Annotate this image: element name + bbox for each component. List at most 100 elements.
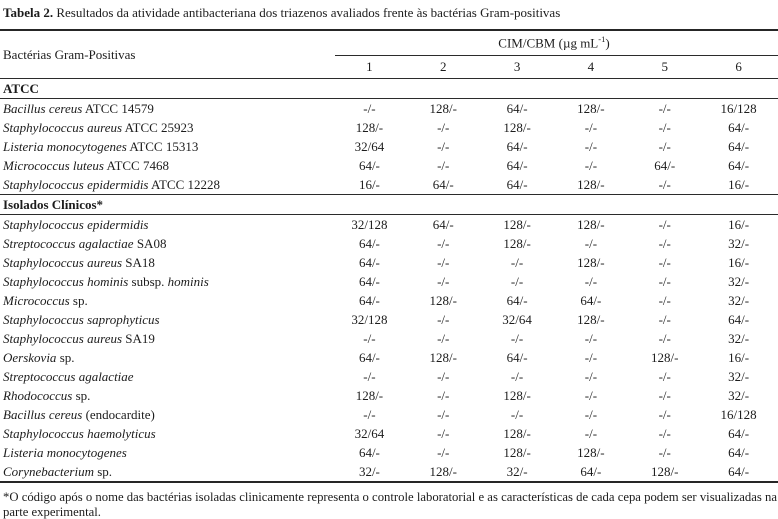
cim-cbm-value-cell: 32/64 [354,425,385,441]
cim-cbm-value-cell: 128/- [503,119,531,135]
cim-cbm-value-cell: -/- [584,349,598,365]
organism-name: Bacillus cereus ATCC 14579 [0,99,335,119]
organism-name: Streptococcus agalactiae SA08 [0,234,335,253]
table-row: Staphylococcus aureus ATCC 25923 128/- -/-… [0,118,778,137]
cim-cbm-value-cell: 64/- [728,311,750,327]
cim-cbm-value-cell: 32/64 [354,138,385,154]
cim-cbm-value-cell: 16/128 [720,100,757,116]
cim-cbm-value-cell: -/- [584,235,598,251]
organism-name-italic-segment: Staphylococcus aureus [3,119,123,135]
cim-cbm-value-cell: 64/- [506,176,528,192]
organism-name: Staphylococcus haemolyticus [0,424,335,443]
organism-name: Staphylococcus hominis subsp. hominis [0,272,335,291]
organism-name-italic-segment: Corynebacterium [3,463,94,479]
cim-cbm-value-cell: -/- [510,406,524,422]
organism-name: Staphylococcus epidermidis ATCC 12228 [0,175,335,195]
organism-name-roman-segment: subsp. [128,273,168,289]
organism-name-italic-segment: Staphylococcus hominis [3,273,129,289]
cim-cbm-value-cell: -/- [658,138,671,154]
cim-cbm-value-cell: 128/- [577,176,605,192]
group-header-prefix: CIM/CBM (µg mL [498,35,599,51]
cim-cbm-value-cell: 64/- [580,292,602,308]
organism-name-italic-segment: Rhodococcus [3,387,73,403]
table-row: Micrococcus sp. 64/- 128/- 64/- 64/- -/- 32/- [0,291,778,310]
cim-cbm-value-cell: 32/- [728,235,750,251]
cim-cbm-value-cell: -/- [437,406,450,422]
cim-cbm-value-cell: 32/- [506,463,528,479]
cim-cbm-value-cell: 128/- [577,254,605,270]
cim-cbm-value-cell: -/- [437,235,450,251]
cim-cbm-value-cell: -/- [510,254,524,270]
cim-cbm-value-cell: 64/- [506,100,528,116]
cim-cbm-value-cell: 64/- [358,349,380,365]
cim-cbm-value-cell: 128/- [577,216,605,232]
cim-cbm-value-cell: -/- [363,100,376,116]
organism-name-roman-segment: SA18 [122,254,155,270]
table-row: Staphylococcus aureus SA19 -/- -/- -/- -/- -/… [0,329,778,348]
organism-name: Listeria monocytogenes [0,443,335,462]
column-header-1: 1 [335,55,409,79]
cim-cbm-value-cell: -/- [658,100,671,116]
cim-cbm-value-cell: -/- [658,311,671,327]
row-header-bacterias: Bactérias Gram-Positivas [0,30,335,79]
cim-cbm-value-cell: 128/- [503,444,531,460]
table-row: Bacillus cereus (endocardite) -/- -/- -/- -/… [0,405,778,424]
header-row-group: Bactérias Gram-Positivas CIM/CBM (µg mL-… [0,30,778,79]
organism-name: Streptococcus agalactiae [0,367,335,386]
table-row: Streptococcus agalactiae -/- -/- -/- -/- -/- 3… [0,367,778,386]
cim-cbm-value-cell: 32/128 [351,216,388,232]
organism-name-italic-segment: Listeria monocytogenes [3,138,127,154]
cim-cbm-value-cell: -/- [658,254,671,270]
table-row: Staphylococcus haemolyticus 32/64 -/- 128/-… [0,424,778,443]
section-header-label: Isolados Clínicos* [0,194,778,215]
organism-name-italic-segment: hominis [167,273,209,289]
cim-cbm-value-cell: 128/- [429,100,457,116]
organism-name-italic-segment: Oerskovia [3,349,57,365]
column-header-2: 2 [408,55,483,79]
organism-name-italic-segment: Listeria monocytogenes [3,444,127,460]
column-header-6: 6 [704,55,778,79]
cim-cbm-value-cell: -/- [363,368,376,384]
cim-cbm-value-cell: -/- [363,406,376,422]
organism-name-roman-segment: sp. [69,292,88,308]
cim-cbm-value-cell: 64/- [506,292,528,308]
cim-cbm-value-cell: -/- [510,273,524,289]
cim-cbm-value-cell: 16/- [728,254,750,270]
cim-cbm-value-cell: -/- [658,406,671,422]
cim-cbm-value-cell: 64/- [506,138,528,154]
table-row: Rhodococcus sp. 128/- -/- 128/- -/- -/- 32/- [0,386,778,405]
cim-cbm-value-cell: -/- [658,273,671,289]
cim-cbm-value-cell: 128/- [429,463,457,479]
table-row: Corynebacterium sp. 32/- 128/- 32/- 64/- 128/… [0,462,778,482]
cim-cbm-value-cell: 64/- [432,176,454,192]
table-caption: Tabela 2. Resultados da atividade antiba… [3,5,776,20]
cim-cbm-value-cell: 128/- [651,463,679,479]
table-row: Micrococcus luteus ATCC 7468 64/- -/- 64/- -… [0,156,778,175]
cim-cbm-value-cell: 128/- [355,119,384,135]
cim-cbm-value-cell: -/- [658,330,671,346]
cim-cbm-value-cell: 32/- [728,387,750,403]
cim-cbm-value-cell: 128/- [429,349,457,365]
table-body: ATCC Bacillus cereus ATCC 14579 -/- 128/- 64… [0,78,778,483]
organism-name: Listeria monocytogenes ATCC 15313 [0,137,335,156]
cim-cbm-value-cell: 128/- [355,387,384,403]
column-header-4: 4 [556,55,631,79]
cim-cbm-value-cell: -/- [510,368,524,384]
cim-cbm-value-cell: 16/- [728,349,750,365]
cim-cbm-value-cell: -/- [437,273,450,289]
cim-cbm-value-cell: -/- [437,425,450,441]
cim-cbm-value-cell: 64/- [506,157,528,173]
cim-cbm-value-cell: -/- [437,254,450,270]
organism-name: Staphylococcus aureus SA18 [0,253,335,272]
cim-cbm-value-cell: -/- [584,273,598,289]
cim-cbm-value-cell: 128/- [577,311,605,327]
cim-cbm-value-cell: 128/- [503,425,531,441]
cim-cbm-value-cell: -/- [437,138,450,154]
organism-name-italic-segment: Micrococcus [3,292,70,308]
cim-cbm-value-cell: -/- [658,176,671,192]
cim-cbm-value-cell: 128/- [503,235,531,251]
group-header-superscript: -1 [598,34,606,45]
cim-cbm-value-cell: 64/- [654,157,676,173]
group-header-suffix: ) [605,35,610,51]
